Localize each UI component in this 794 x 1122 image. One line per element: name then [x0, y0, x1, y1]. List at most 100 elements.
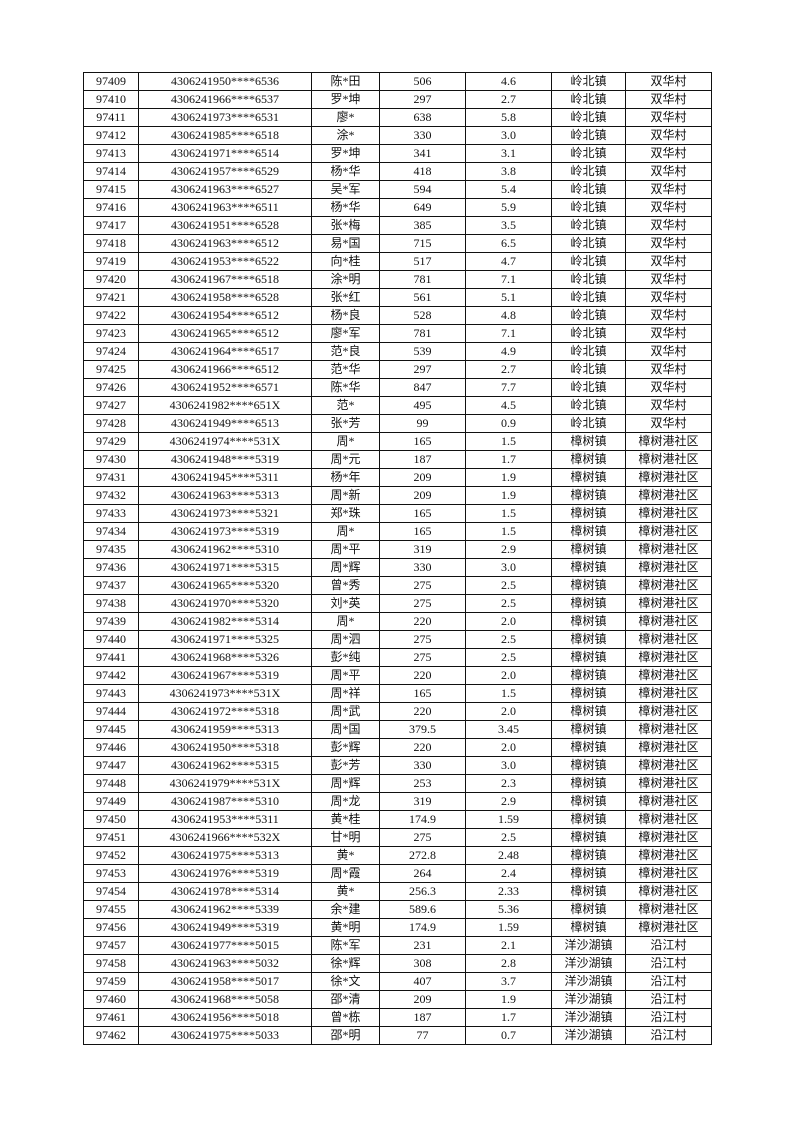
- cell-name: 甘*明: [311, 828, 380, 847]
- cell-id-number: 4306241949****6513: [138, 414, 312, 433]
- cell-area: 1.7: [465, 450, 552, 469]
- cell-name: 郑*珠: [311, 504, 380, 523]
- cell-id-number: 4306241953****6522: [138, 252, 312, 271]
- cell-record-number: 97428: [83, 414, 139, 433]
- cell-name: 曾*栋: [311, 1008, 380, 1027]
- cell-area: 5.8: [465, 108, 552, 127]
- cell-area: 1.5: [465, 432, 552, 451]
- table-row: 97417 4306241951****6528 张*梅 385 3.5 岭北镇 双华村: [83, 216, 712, 235]
- table-row: 97441 4306241968****5326 彭*纯 275 2.5 樟树镇 樟树港社区: [83, 648, 712, 667]
- cell-town: 樟树镇: [551, 522, 626, 541]
- cell-village: 双华村: [625, 90, 712, 109]
- cell-name: 徐*辉: [311, 954, 380, 973]
- cell-amount: 847: [379, 378, 466, 397]
- cell-village: 樟树港社区: [625, 630, 712, 649]
- table-row: 97437 4306241965****5320 曾*秀 275 2.5 樟树镇 樟树港社区: [83, 576, 712, 595]
- cell-town: 岭北镇: [551, 126, 626, 145]
- table-row: 97423 4306241965****6512 廖*军 781 7.1 岭北镇 双华村: [83, 324, 712, 343]
- cell-id-number: 4306241953****5311: [138, 810, 312, 829]
- cell-id-number: 4306241987****5310: [138, 792, 312, 811]
- cell-amount: 319: [379, 540, 466, 559]
- cell-record-number: 97433: [83, 504, 139, 523]
- cell-village: 樟树港社区: [625, 666, 712, 685]
- cell-area: 1.9: [465, 486, 552, 505]
- cell-id-number: 4306241957****6529: [138, 162, 312, 181]
- cell-amount: 495: [379, 396, 466, 415]
- cell-id-number: 4306241974****531X: [138, 432, 312, 451]
- cell-name: 杨*华: [311, 198, 380, 217]
- cell-id-number: 4306241949****5319: [138, 918, 312, 937]
- cell-area: 2.3: [465, 774, 552, 793]
- cell-record-number: 97412: [83, 126, 139, 145]
- cell-village: 双华村: [625, 252, 712, 271]
- cell-name: 周*新: [311, 486, 380, 505]
- table-row: 97424 4306241964****6517 范*良 539 4.9 岭北镇 双华村: [83, 342, 712, 361]
- cell-area: 1.59: [465, 810, 552, 829]
- cell-area: 3.7: [465, 972, 552, 991]
- cell-area: 1.7: [465, 1008, 552, 1027]
- table-row: 97433 4306241973****5321 郑*珠 165 1.5 樟树镇 樟树港社区: [83, 504, 712, 523]
- cell-id-number: 4306241975****5313: [138, 846, 312, 865]
- cell-area: 0.7: [465, 1026, 552, 1045]
- cell-town: 樟树镇: [551, 540, 626, 559]
- cell-id-number: 4306241952****6571: [138, 378, 312, 397]
- table-row: 97446 4306241950****5318 彭*辉 220 2.0 樟树镇 樟树港社区: [83, 738, 712, 757]
- cell-id-number: 4306241962****5339: [138, 900, 312, 919]
- cell-name: 周*: [311, 612, 380, 631]
- cell-id-number: 4306241962****5315: [138, 756, 312, 775]
- cell-id-number: 4306241973****5319: [138, 522, 312, 541]
- cell-id-number: 4306241985****6518: [138, 126, 312, 145]
- cell-area: 5.1: [465, 288, 552, 307]
- cell-village: 樟树港社区: [625, 738, 712, 757]
- cell-town: 岭北镇: [551, 162, 626, 181]
- cell-area: 1.59: [465, 918, 552, 937]
- cell-town: 樟树镇: [551, 558, 626, 577]
- cell-town: 樟树镇: [551, 792, 626, 811]
- cell-village: 樟树港社区: [625, 864, 712, 883]
- cell-amount: 256.3: [379, 882, 466, 901]
- cell-amount: 330: [379, 756, 466, 775]
- cell-record-number: 97419: [83, 252, 139, 271]
- table-row: 97442 4306241967****5319 周*平 220 2.0 樟树镇 樟树港社区: [83, 666, 712, 685]
- cell-record-number: 97417: [83, 216, 139, 235]
- table-row: 97416 4306241963****6511 杨*华 649 5.9 岭北镇 双华村: [83, 198, 712, 217]
- cell-amount: 418: [379, 162, 466, 181]
- cell-town: 岭北镇: [551, 342, 626, 361]
- cell-area: 3.8: [465, 162, 552, 181]
- cell-id-number: 4306241982****651X: [138, 396, 312, 415]
- cell-town: 樟树镇: [551, 594, 626, 613]
- cell-id-number: 4306241959****5313: [138, 720, 312, 739]
- cell-record-number: 97445: [83, 720, 139, 739]
- cell-id-number: 4306241966****6512: [138, 360, 312, 379]
- table-row: 97453 4306241976****5319 周*霞 264 2.4 樟树镇 樟树港社区: [83, 864, 712, 883]
- cell-id-number: 4306241963****6511: [138, 198, 312, 217]
- cell-id-number: 4306241954****6512: [138, 306, 312, 325]
- cell-record-number: 97414: [83, 162, 139, 181]
- cell-village: 双华村: [625, 216, 712, 235]
- cell-amount: 187: [379, 450, 466, 469]
- cell-town: 樟树镇: [551, 576, 626, 595]
- table-row: 97435 4306241962****5310 周*平 319 2.9 樟树镇 樟树港社区: [83, 540, 712, 559]
- cell-village: 樟树港社区: [625, 792, 712, 811]
- cell-record-number: 97421: [83, 288, 139, 307]
- cell-amount: 297: [379, 360, 466, 379]
- cell-name: 涂*明: [311, 270, 380, 289]
- cell-village: 樟树港社区: [625, 810, 712, 829]
- cell-area: 7.1: [465, 324, 552, 343]
- cell-village: 樟树港社区: [625, 774, 712, 793]
- cell-town: 樟树镇: [551, 756, 626, 775]
- table-row: 97420 4306241967****6518 涂*明 781 7.1 岭北镇 双华村: [83, 270, 712, 289]
- cell-amount: 319: [379, 792, 466, 811]
- cell-record-number: 97420: [83, 270, 139, 289]
- cell-area: 2.9: [465, 540, 552, 559]
- cell-town: 樟树镇: [551, 468, 626, 487]
- table-row: 97418 4306241963****6512 易*国 715 6.5 岭北镇 双华村: [83, 234, 712, 253]
- cell-record-number: 97448: [83, 774, 139, 793]
- cell-amount: 165: [379, 504, 466, 523]
- cell-name: 易*国: [311, 234, 380, 253]
- cell-town: 岭北镇: [551, 180, 626, 199]
- cell-amount: 165: [379, 522, 466, 541]
- cell-town: 樟树镇: [551, 864, 626, 883]
- cell-area: 3.5: [465, 216, 552, 235]
- cell-name: 罗*坤: [311, 144, 380, 163]
